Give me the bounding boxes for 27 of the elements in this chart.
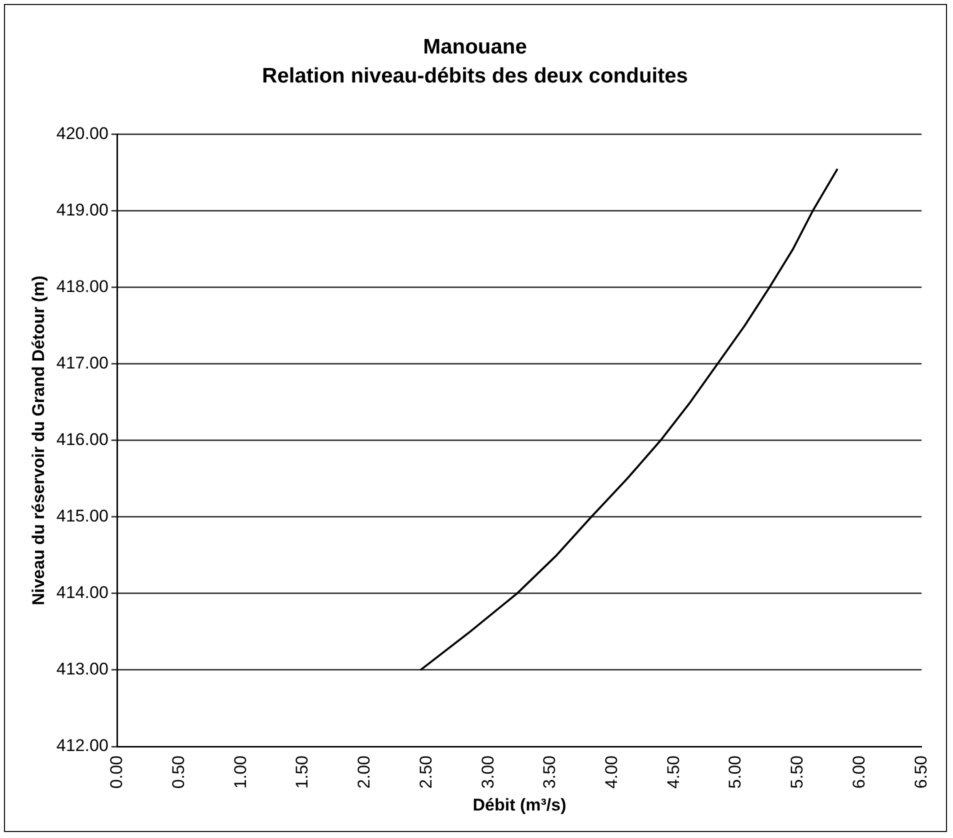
x-tick-label: 4.00 xyxy=(602,756,621,789)
x-tick-label: 6.50 xyxy=(911,756,930,789)
x-tick-label: 4.50 xyxy=(664,756,683,789)
y-tick-label: 415.00 xyxy=(56,506,108,526)
y-tick-label: 419.00 xyxy=(56,200,108,220)
x-tick-label: 2.50 xyxy=(416,756,436,789)
chart-title: Manouane xyxy=(423,35,527,58)
y-tick-label: 414.00 xyxy=(56,583,108,602)
x-tick-label: 6.00 xyxy=(849,756,868,789)
x-tick-label: 1.50 xyxy=(292,756,312,789)
x-tick-label: 2.00 xyxy=(354,756,374,789)
x-tick-label: 5.50 xyxy=(788,756,807,789)
y-tick-label: 418.00 xyxy=(56,277,108,296)
x-tick-label: 5.00 xyxy=(726,756,745,789)
y-tick-label: 413.00 xyxy=(56,660,108,679)
y-tick-label: 416.00 xyxy=(56,430,108,450)
y-axis-title: Niveau du réservoir du Grand Détour (m) xyxy=(28,276,48,606)
x-tick-label: 1.00 xyxy=(230,756,250,789)
x-tick-label: 3.50 xyxy=(540,756,560,789)
y-tick-label: 412.00 xyxy=(56,736,108,756)
x-axis-title: Débit (m³/s) xyxy=(472,795,566,814)
y-tick-label: 420.00 xyxy=(56,124,108,144)
y-tick-label: 417.00 xyxy=(56,354,108,373)
chart-subtitle: Relation niveau-débits des deux conduites xyxy=(262,64,688,88)
x-tick-label: 3.00 xyxy=(478,756,498,789)
x-tick-label: 0.00 xyxy=(107,756,126,789)
x-tick-label: 0.50 xyxy=(168,756,188,789)
